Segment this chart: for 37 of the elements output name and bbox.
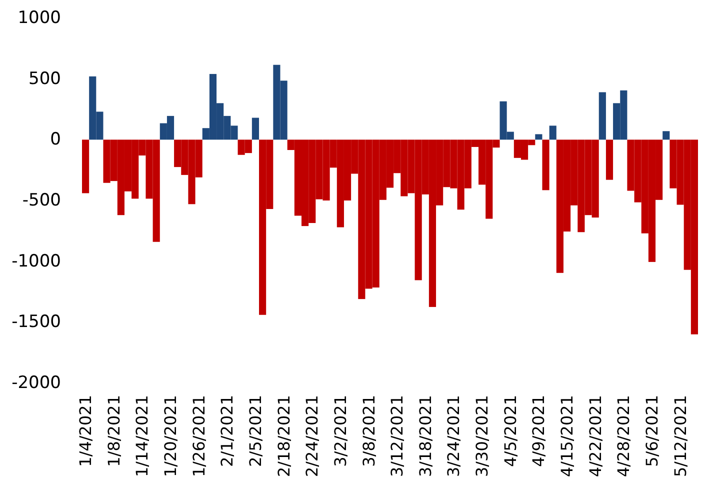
y-tick-label: 1000 [18,8,61,28]
bar [662,131,670,140]
y-tick-label: -500 [22,190,61,210]
x-tick-label: 3/12/2021 [388,395,407,478]
x-tick-label: 4/9/2021 [529,395,548,467]
y-tick-label: -2000 [12,373,61,393]
bar [82,140,90,194]
bar [535,134,542,140]
x-tick-label: 3/8/2021 [359,395,378,467]
x-tick-label: 1/26/2021 [189,395,208,478]
x-tick-label: 2/18/2021 [274,395,294,478]
y-tick-label: 0 [50,130,61,150]
x-tick-label: 4/22/2021 [586,395,605,478]
bar [598,92,606,140]
x-tick-label: 1/4/2021 [76,395,96,467]
x-tick-label: 5/6/2021 [642,395,662,467]
x-tick-label: 4/5/2021 [500,395,520,467]
bar [606,140,614,180]
x-tick-label: 2/5/2021 [246,395,265,467]
y-tick-label: -1000 [12,251,61,272]
x-tick-label: 1/20/2021 [161,395,180,478]
x-tick-label: 3/30/2021 [472,395,492,478]
x-tick-label: 3/2/2021 [330,395,350,467]
bar [549,126,556,140]
y-tick-label: 500 [28,68,61,89]
x-tick-label: 4/15/2021 [558,395,577,478]
bar [542,140,550,190]
x-tick-label: 5/12/2021 [670,395,690,478]
x-tick-label: 3/18/2021 [416,395,435,478]
x-tick-label: 2/1/2021 [218,395,237,467]
x-tick-label: 3/24/2021 [444,395,464,478]
x-tick-label: 2/24/2021 [302,395,322,478]
x-tick-label: 4/28/2021 [614,395,634,478]
x-tick-label: 1/14/2021 [132,395,152,478]
x-tick-label: 1/8/2021 [104,395,124,467]
bar [252,118,260,140]
y-tick-label: -1500 [12,312,61,332]
